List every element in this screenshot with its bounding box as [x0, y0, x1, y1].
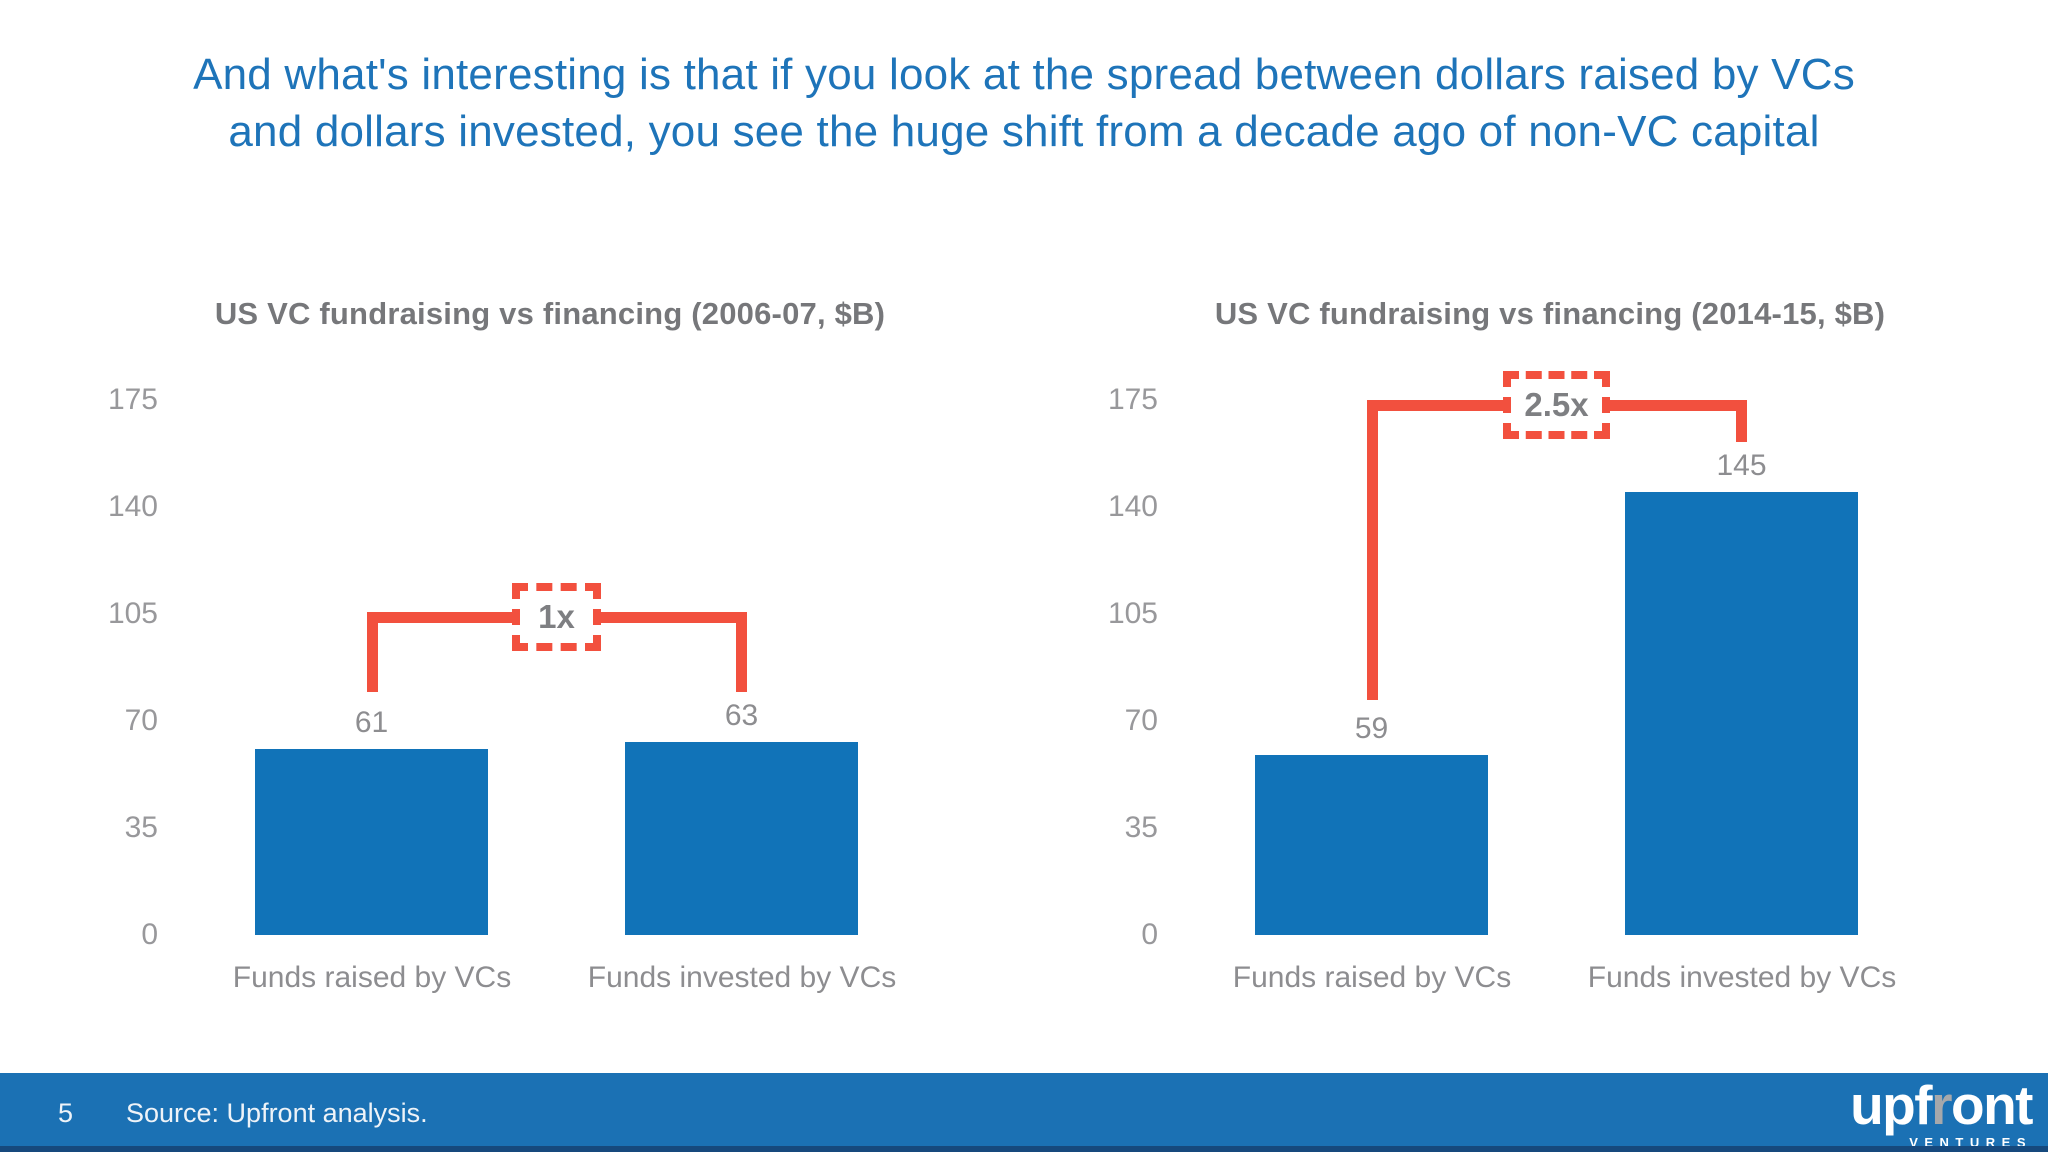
ratio-annotation: 2.5x: [1503, 371, 1610, 439]
x-category-label: Funds raised by VCs: [232, 961, 512, 994]
headline-line-2: and dollars invested, you see the huge s…: [228, 107, 1820, 156]
bar-rect: [1625, 492, 1858, 935]
chart-2014-15: US VC fundraising vs financing (2014-15,…: [1100, 290, 2000, 1020]
chart-2006-07: US VC fundraising vs financing (2006-07,…: [100, 290, 1000, 1020]
bar-funds-raised: 59: [1255, 712, 1488, 935]
ratio-label: 1x: [538, 598, 575, 635]
footer-bar: 5 Source: Upfront analysis. upfront VENT…: [0, 1073, 2048, 1152]
bracket-drop-right: [736, 612, 747, 692]
y-tick: 105: [1107, 597, 1158, 630]
y-tick: 0: [141, 918, 158, 951]
footer-bottom-strip: [0, 1146, 2048, 1152]
bar-value-label: 63: [724, 699, 759, 732]
y-tick: 35: [1124, 811, 1158, 844]
chart-title: US VC fundraising vs financing (2006-07,…: [214, 296, 886, 331]
source-note: Source: Upfront analysis.: [126, 1098, 428, 1128]
logo-wordmark: upfront: [1850, 1074, 2033, 1136]
y-tick: 70: [1124, 704, 1158, 737]
y-tick: 140: [107, 490, 158, 523]
logo-subtext: VENTURES: [1909, 1135, 2032, 1150]
bar-funds-invested: 63: [625, 699, 858, 935]
chart-title: US VC fundraising vs financing (2014-15,…: [1214, 296, 1886, 331]
bar-rect: [255, 749, 488, 935]
bracket-drop-right: [1736, 400, 1747, 442]
x-category-label: Funds invested by VCs: [1587, 961, 1897, 994]
x-category-label: Funds invested by VCs: [587, 961, 897, 994]
bracket-drop-left: [367, 612, 378, 692]
ratio-annotation: 1x: [512, 583, 601, 651]
logo-gray-r: r: [1931, 1074, 1952, 1136]
bracket-drop-left: [1367, 400, 1378, 700]
y-tick: 0: [1141, 918, 1158, 951]
page-number: 5: [58, 1098, 74, 1128]
bar-rect: [1255, 755, 1488, 935]
headline-line-1: And what's interesting is that if you lo…: [193, 50, 1855, 99]
y-tick: 140: [1107, 490, 1158, 523]
bar-value-label: 59: [1354, 712, 1389, 745]
bar-funds-raised: 61: [255, 706, 488, 935]
bar-value-label: 145: [1716, 449, 1767, 482]
upfront-ventures-logo: upfront VENTURES: [1850, 1074, 2033, 1150]
ratio-label: 2.5x: [1524, 386, 1589, 423]
slide-headline: And what's interesting is that if you lo…: [0, 46, 2048, 160]
bar-value-label: 61: [354, 706, 389, 739]
plot-area: 175 140 105 70 35 0 59 145 2.5x Funds ra…: [1108, 371, 1945, 994]
y-tick: 70: [124, 704, 158, 737]
y-tick: 175: [1107, 383, 1158, 416]
bar-rect: [625, 742, 858, 935]
x-category-label: Funds raised by VCs: [1232, 961, 1512, 994]
bar-funds-invested: 145: [1625, 449, 1858, 935]
y-tick: 105: [107, 597, 158, 630]
plot-area: 175 140 105 70 35 0 61 63 1x Funds raise…: [108, 383, 945, 994]
y-tick: 175: [107, 383, 158, 416]
y-tick: 35: [124, 811, 158, 844]
